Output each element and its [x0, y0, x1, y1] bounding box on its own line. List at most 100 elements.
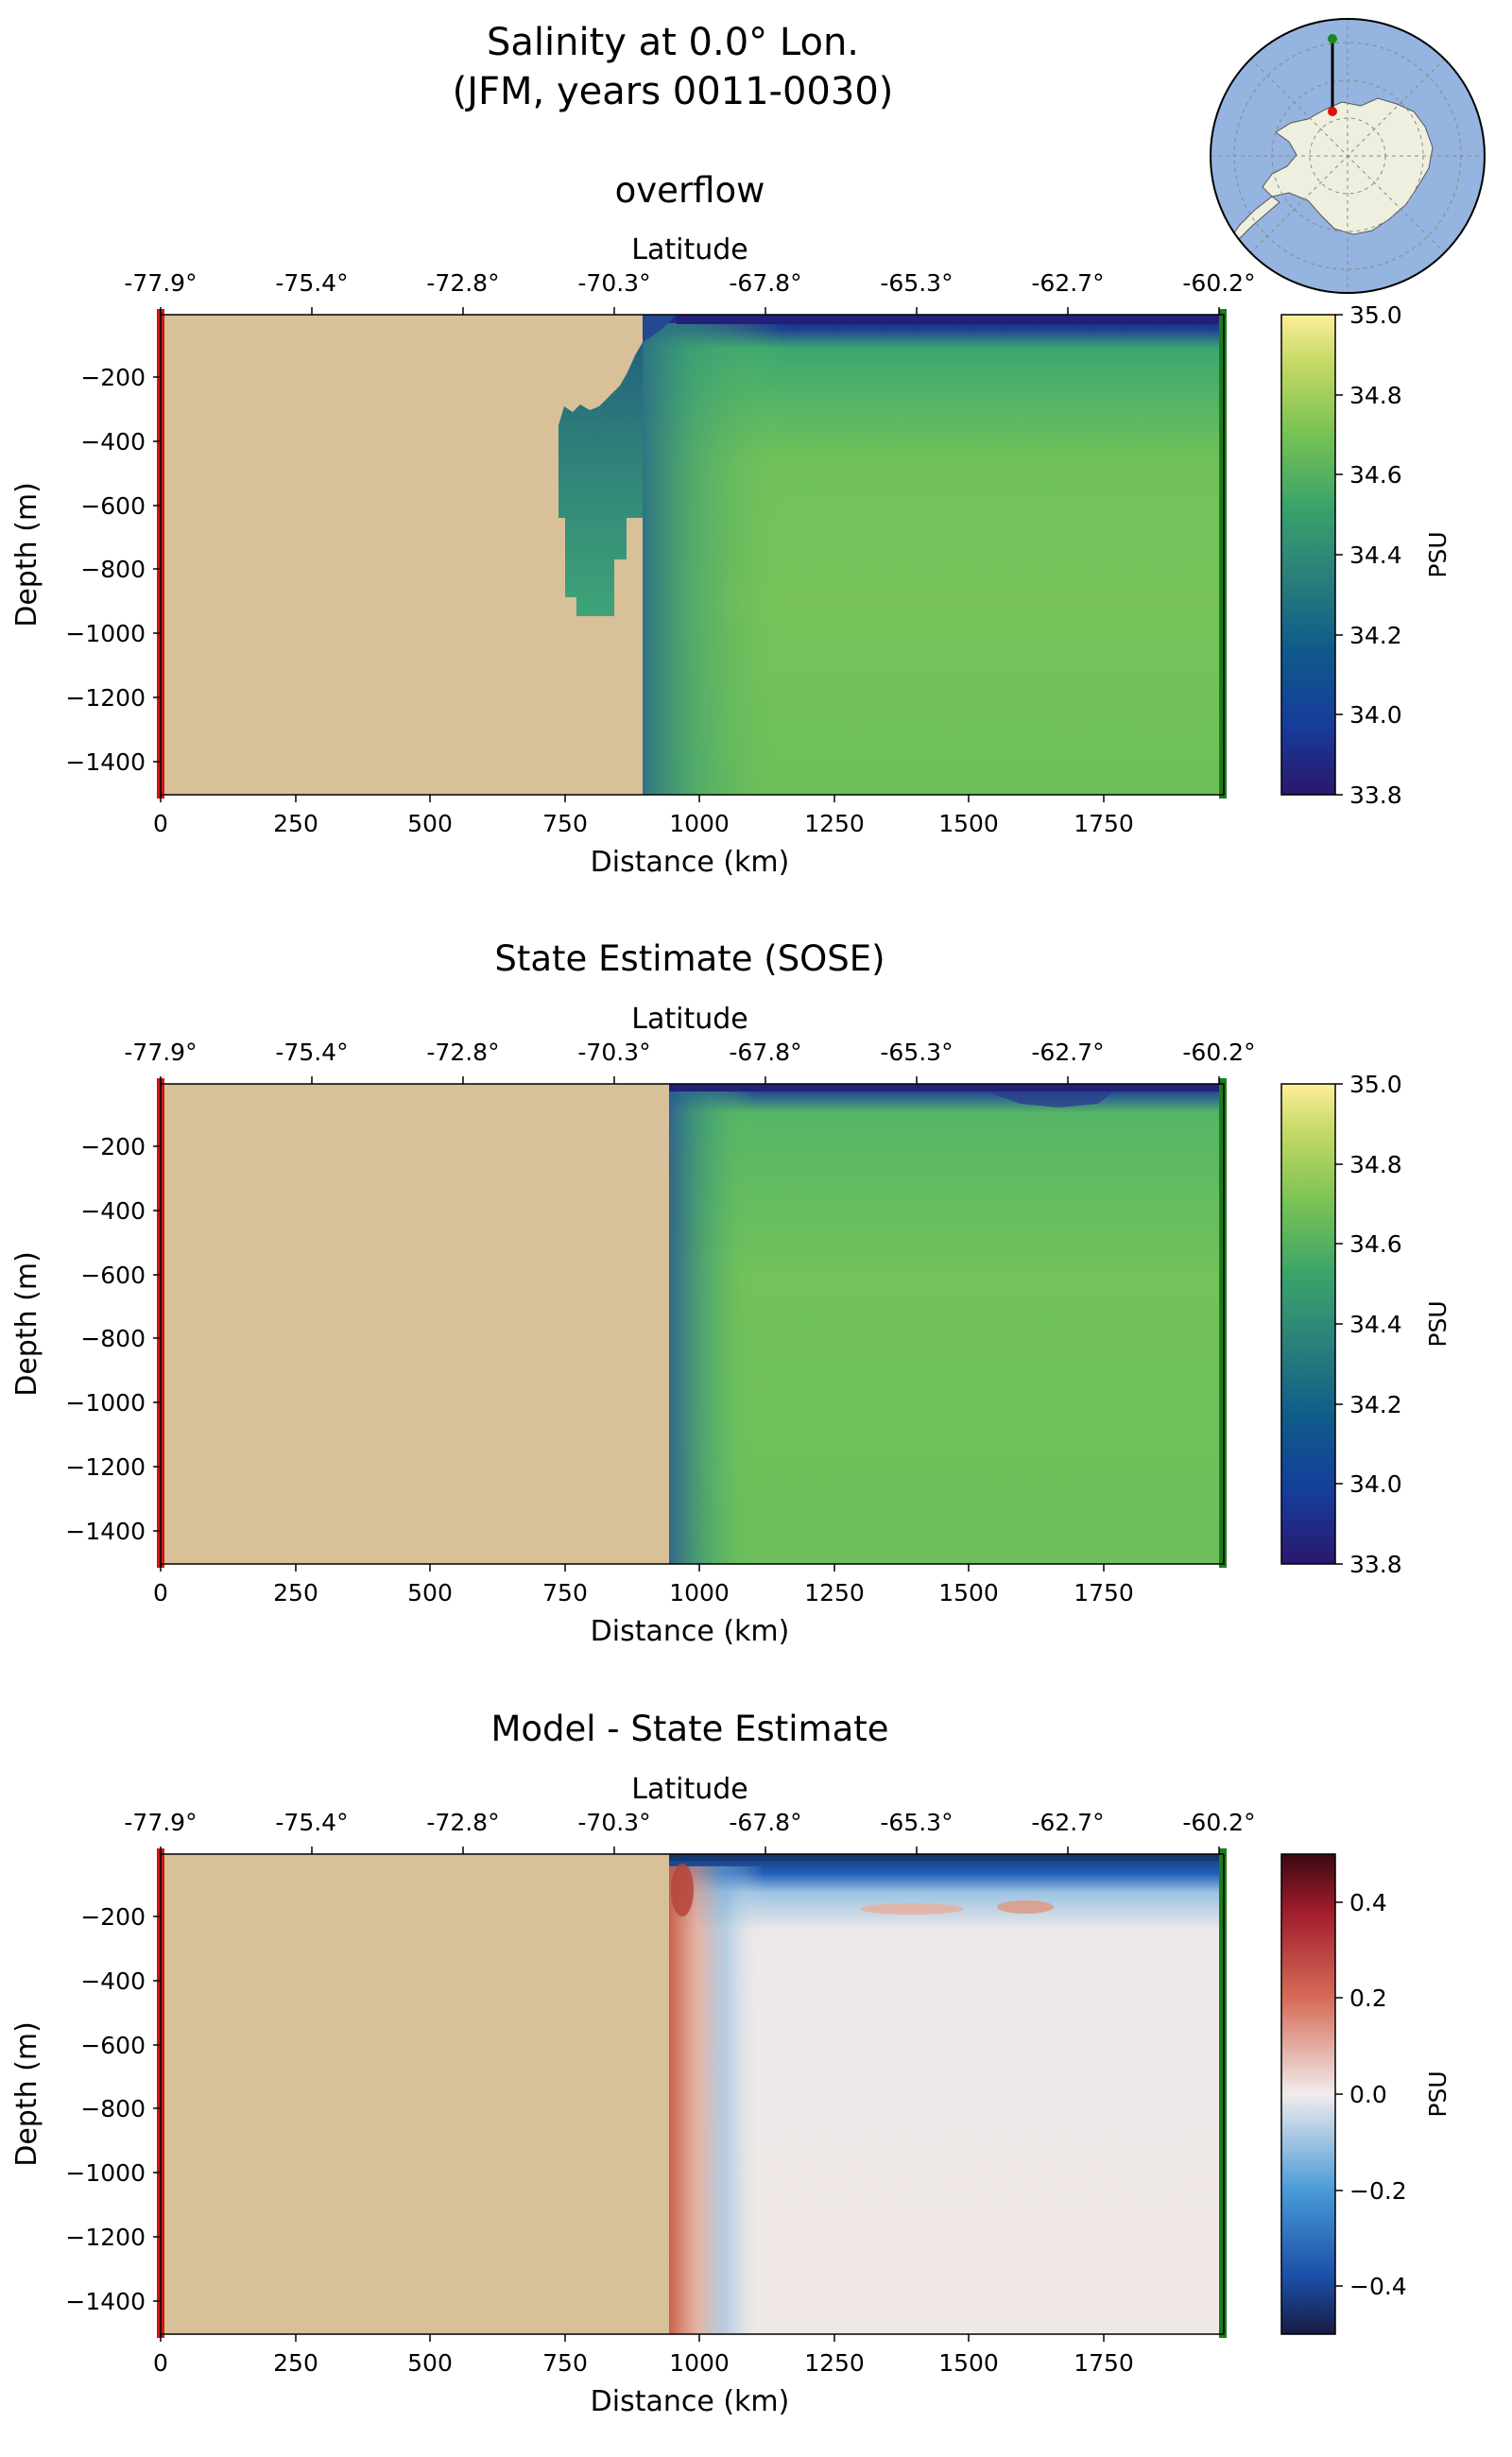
colorbar-tick-label: −0.4 [1349, 2273, 1407, 2300]
right-marker [1219, 1848, 1227, 2338]
x-tick-label: 750 [542, 2349, 588, 2377]
lat-tick-label: -75.4° [275, 1039, 348, 1066]
y-tick-label: −1200 [65, 2224, 146, 2251]
y-tick-label: −1400 [65, 748, 146, 776]
lat-tick-label: -60.2° [1182, 1039, 1255, 1066]
y-tick-label: −1000 [65, 1389, 146, 1417]
colorbar: −0.4 −0.2 0.0 0.2 0.4 PSU [1280, 1853, 1452, 2335]
top-axis-label: Latitude [631, 1773, 747, 1806]
surface-fresh-layer [677, 315, 1224, 324]
x-axis-label: Distance (km) [591, 2385, 790, 2418]
colorbar-tick-label: 34.6 [1349, 1230, 1402, 1258]
x-tick-label: 750 [542, 810, 588, 837]
colorbar-gradient [1280, 314, 1336, 796]
lat-tick-label: -67.8° [729, 269, 801, 297]
lat-tick-label: -72.8° [426, 269, 499, 297]
lat-tick-label: -77.9° [124, 1039, 197, 1066]
positive-patch [997, 1900, 1054, 1914]
colorbar-tick-label: 34.4 [1349, 541, 1402, 569]
surface-fresh-layer [669, 1084, 1224, 1091]
colorbar-tick-label: 33.8 [1349, 1551, 1402, 1578]
y-tick-label: −1000 [65, 620, 146, 647]
colorbar-tick-label: 34.2 [1349, 1391, 1402, 1418]
lat-tick-label: -70.3° [577, 1809, 650, 1836]
x-tick-label: 250 [273, 1579, 318, 1606]
colorbar: 33.8 34.0 34.2 34.4 34.6 34.8 35.0 PSU [1280, 1071, 1452, 1578]
panel-title: State Estimate (SOSE) [494, 938, 885, 979]
ocean-field [669, 1084, 1224, 1564]
lat-tick-label: -62.7° [1031, 269, 1104, 297]
panel-state-estimate: State Estimate (SOSE) Latitude 0 250 500… [10, 938, 1452, 1648]
bottom-ticks [160, 1564, 1105, 1572]
colorbar-tick-label: 33.8 [1349, 782, 1402, 809]
plot-frame [160, 1853, 1225, 2335]
colorbar-gradient [1280, 1853, 1336, 2335]
lat-tick-label: -60.2° [1182, 269, 1255, 297]
colorbar: 33.8 34.0 34.2 34.4 34.6 34.8 35.0 PSU [1280, 301, 1452, 809]
y-tick-label: −1200 [65, 684, 146, 712]
transect-start-marker [1328, 107, 1337, 116]
colorbar-label: PSU [1424, 2070, 1452, 2117]
y-tick-label: −600 [80, 492, 146, 520]
x-tick-label: 1500 [938, 2349, 999, 2377]
colorbar-label: PSU [1424, 531, 1452, 577]
lat-tick-label: -70.3° [577, 269, 650, 297]
y-axis-label: Depth (m) [10, 2021, 43, 2167]
lat-tick-label: -67.8° [729, 1039, 801, 1066]
y-tick-label: −1200 [65, 1453, 146, 1481]
bottom-ticks [160, 2334, 1105, 2342]
colorbar-tick-label: −0.2 [1349, 2177, 1407, 2205]
panel-model-minus-estimate: Model - State Estimate Latitude 0 250 50… [10, 1709, 1452, 2418]
lat-tick-label: -77.9° [124, 269, 197, 297]
colorbar-tick-label: 34.2 [1349, 622, 1402, 649]
lat-tick-label: -62.7° [1031, 1809, 1104, 1836]
coastal-gradient [669, 1091, 754, 1564]
x-tick-label: 1250 [804, 2349, 865, 2377]
lat-tick-label: -65.3° [880, 1039, 953, 1066]
y-tick-label: −200 [80, 1903, 146, 1931]
left-ticks [153, 1145, 161, 1532]
y-tick-label: −1000 [65, 2159, 146, 2187]
lat-tick-label: -67.8° [729, 1809, 801, 1836]
x-tick-label: 500 [407, 810, 453, 837]
x-tick-label: 250 [273, 810, 318, 837]
top-axis-label: Latitude [631, 233, 747, 266]
coastal-gradient [643, 323, 784, 795]
x-tick-label: 0 [153, 1579, 168, 1606]
left-ticks [153, 1916, 161, 2302]
y-tick-label: −800 [80, 2095, 146, 2122]
lat-tick-label: -65.3° [880, 269, 953, 297]
colorbar-tick-label: 34.0 [1349, 701, 1402, 729]
lat-tick-label: -72.8° [426, 1809, 499, 1836]
plot-area [157, 1078, 1227, 1568]
lat-tick-label: -75.4° [275, 269, 348, 297]
x-tick-label: 1750 [1074, 2349, 1134, 2377]
y-tick-label: −600 [80, 1262, 146, 1289]
figure-subtitle: (JFM, years 0011-0030) [453, 70, 894, 113]
x-axis-label: Distance (km) [591, 1615, 790, 1648]
colorbar-label: PSU [1424, 1300, 1452, 1347]
panel-title: Model - State Estimate [490, 1709, 888, 1749]
y-tick-label: −400 [80, 1967, 146, 1995]
lat-tick-label: -72.8° [426, 1039, 499, 1066]
y-tick-label: −400 [80, 428, 146, 455]
top-axis-label: Latitude [631, 1003, 747, 1036]
y-tick-label: −600 [80, 2032, 146, 2059]
right-marker [1219, 1078, 1227, 1568]
left-ticks [153, 376, 161, 763]
colorbar-tick-label: 0.4 [1349, 1889, 1387, 1916]
lat-tick-label: -65.3° [880, 1809, 953, 1836]
x-tick-label: 1750 [1074, 810, 1134, 837]
plot-area [157, 1848, 1227, 2338]
x-tick-label: 500 [407, 2349, 453, 2377]
lat-tick-label: -62.7° [1031, 1039, 1104, 1066]
colorbar-gradient [1280, 1083, 1336, 1565]
x-tick-label: 1250 [804, 810, 865, 837]
y-axis-label: Depth (m) [10, 482, 43, 627]
y-tick-label: −1400 [65, 2288, 146, 2315]
x-tick-label: 0 [153, 2349, 168, 2377]
y-tick-label: −400 [80, 1197, 146, 1225]
plot-area [157, 309, 1227, 799]
plot-frame [160, 1083, 1225, 1565]
